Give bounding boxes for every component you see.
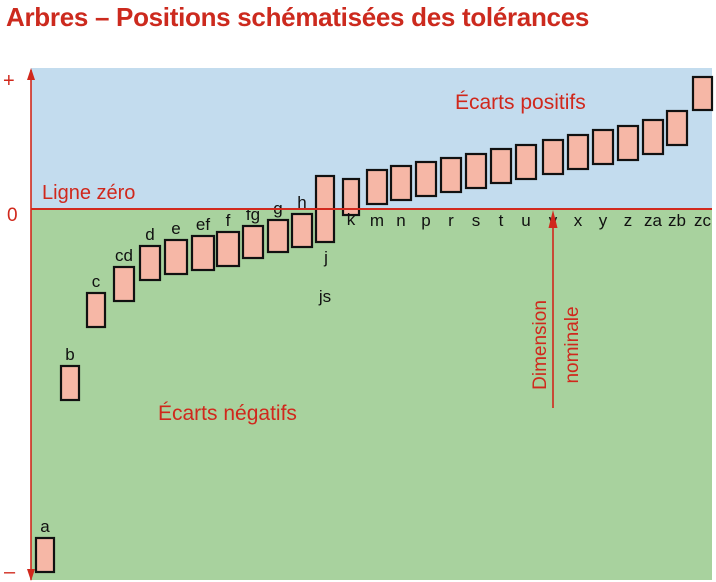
tolerance-box-t: [489, 147, 513, 185]
tolerance-label-m: m: [370, 211, 384, 230]
tolerance-box-g: [266, 218, 290, 254]
axis-arrow-up-icon: [27, 68, 35, 80]
axis-zero-label: 0: [7, 205, 18, 226]
tolerance-box-r: [439, 156, 463, 194]
tolerance-label-f: f: [226, 211, 231, 230]
tolerance-label-s: s: [472, 211, 481, 230]
axis-minus-label: –: [4, 561, 16, 582]
tolerance-label-zc: zc: [694, 211, 712, 230]
tolerance-box-m: [365, 168, 389, 206]
tolerance-box-zb: [665, 109, 689, 147]
tolerance-label-k: k: [347, 210, 356, 229]
tolerance-box-u: [514, 143, 538, 181]
negative-deviation-label: Écarts négatifs: [158, 402, 297, 425]
tolerance-box-a: [34, 536, 56, 574]
tolerance-label-y: y: [599, 211, 608, 230]
page-title: Arbres – Positions schématisées des tolé…: [6, 2, 590, 32]
tolerance-box-v: [541, 138, 565, 176]
nominal-dimension-label-line2: nominale: [562, 306, 583, 383]
tolerance-box-zc: [691, 75, 714, 112]
tolerance-label-e: e: [171, 219, 180, 238]
tolerance-box-cd: [112, 265, 136, 303]
tolerance-box-e: [163, 238, 189, 276]
tolerance-box-f: [215, 230, 241, 268]
tolerance-label-ef: ef: [196, 215, 210, 234]
tolerance-label-p: p: [421, 211, 430, 230]
tolerance-box-x: [566, 133, 590, 171]
axis-arrow-down-icon: [27, 569, 35, 581]
tolerance-box-fg: [241, 224, 265, 260]
tolerance-box-d: [138, 244, 162, 282]
tolerance-box-p: [414, 160, 438, 198]
negative-deviation-region: [31, 209, 712, 580]
tolerance-label-c: c: [92, 272, 101, 291]
tolerance-positions: abccddeefffgghjsjkmnprstuvxyzzazbzc: [34, 75, 714, 574]
tolerance-label-js: js: [318, 287, 331, 306]
tolerance-box-z: [616, 124, 640, 162]
axis-plus-label: +: [3, 70, 15, 92]
tolerance-label-h: h: [297, 193, 306, 212]
tolerance-box-n: [389, 164, 413, 202]
tolerance-box-y: [591, 128, 615, 166]
nominal-dimension-label-line1: Dimension: [530, 300, 551, 390]
tolerance-label-x: x: [574, 211, 583, 230]
arrow-up-icon: [548, 210, 558, 228]
tolerance-label-b: b: [65, 345, 74, 364]
tolerance-label-d: d: [145, 225, 154, 244]
tolerance-label-r: r: [448, 211, 454, 230]
tolerance-label-j: j: [323, 248, 328, 267]
tolerance-label-a: a: [40, 517, 50, 536]
positive-deviation-label: Écarts positifs: [455, 91, 586, 114]
tolerance-label-z: z: [624, 211, 633, 230]
tolerance-label-za: za: [644, 211, 663, 230]
tolerance-box-za: [641, 118, 665, 156]
zero-line-label: Ligne zéro: [42, 182, 135, 204]
tolerance-label-t: t: [499, 211, 504, 230]
tolerance-label-zb: zb: [668, 211, 686, 230]
tolerance-label-u: u: [521, 211, 530, 230]
tolerance-box-ef: [190, 234, 216, 272]
tolerance-label-fg: fg: [246, 205, 260, 224]
tolerance-box-k: [341, 177, 361, 217]
tolerance-box-h: [290, 212, 314, 249]
tolerance-label-n: n: [396, 211, 405, 230]
tolerance-box-b: [59, 364, 81, 402]
tolerance-box-c: [85, 291, 107, 329]
tolerance-box-s: [464, 152, 488, 190]
tolerance-label-cd: cd: [115, 246, 133, 265]
